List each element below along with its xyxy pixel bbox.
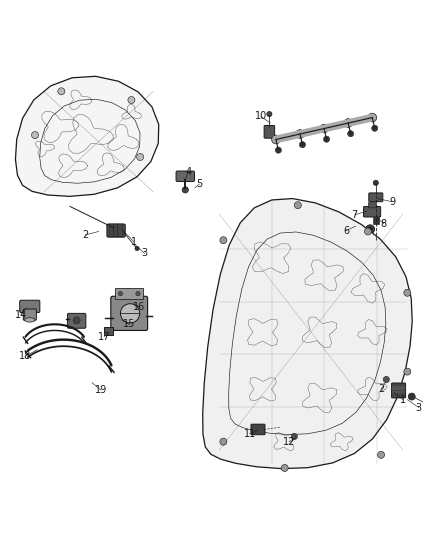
Circle shape [383,376,389,383]
Polygon shape [15,76,159,196]
Circle shape [296,130,304,139]
Circle shape [378,451,385,458]
FancyBboxPatch shape [176,171,194,182]
Polygon shape [203,199,412,469]
Text: 7: 7 [352,210,358,220]
Circle shape [281,464,288,472]
Circle shape [373,180,378,185]
Circle shape [32,132,39,139]
Circle shape [372,125,378,131]
Circle shape [272,135,280,144]
FancyBboxPatch shape [251,424,265,435]
FancyBboxPatch shape [111,296,148,330]
Circle shape [137,154,144,160]
Circle shape [320,124,328,133]
Text: 15: 15 [123,319,135,329]
FancyBboxPatch shape [113,224,119,237]
Text: 4: 4 [185,167,191,177]
Circle shape [348,131,354,137]
Circle shape [368,113,377,122]
Circle shape [118,292,123,296]
FancyBboxPatch shape [364,206,381,217]
Ellipse shape [25,318,35,322]
Text: 2: 2 [82,230,88,240]
Circle shape [120,304,140,323]
Text: 1: 1 [400,394,406,405]
Text: 18: 18 [19,351,32,361]
Text: 8: 8 [381,219,387,229]
Circle shape [276,147,282,153]
Circle shape [300,142,306,148]
FancyBboxPatch shape [104,327,113,335]
FancyBboxPatch shape [369,193,383,201]
Text: 14: 14 [15,310,27,320]
Circle shape [267,111,272,117]
FancyBboxPatch shape [118,224,123,237]
Text: 16: 16 [133,302,145,312]
Circle shape [220,438,227,445]
FancyBboxPatch shape [109,224,114,237]
Text: 1: 1 [131,237,137,247]
FancyBboxPatch shape [115,288,143,299]
Text: 2: 2 [378,384,384,394]
FancyBboxPatch shape [23,309,36,320]
Circle shape [344,119,353,127]
Circle shape [404,289,411,296]
Circle shape [366,225,374,233]
Circle shape [182,187,188,193]
Circle shape [294,201,301,209]
Circle shape [58,88,65,95]
FancyBboxPatch shape [392,383,406,398]
Circle shape [128,96,135,103]
FancyBboxPatch shape [107,224,125,237]
Text: 3: 3 [141,248,148,259]
Circle shape [73,317,80,324]
Circle shape [220,237,227,244]
Circle shape [136,292,140,296]
FancyBboxPatch shape [20,300,40,312]
Text: 10: 10 [254,111,267,122]
Circle shape [408,393,415,400]
FancyBboxPatch shape [264,125,275,138]
Circle shape [291,433,297,440]
Text: 3: 3 [416,402,422,413]
Circle shape [368,227,372,231]
Text: 12: 12 [283,437,295,447]
Circle shape [404,368,411,375]
Text: 17: 17 [98,332,110,342]
FancyBboxPatch shape [373,217,379,223]
Text: 11: 11 [244,429,256,439]
Text: 5: 5 [196,179,202,189]
Text: 19: 19 [95,385,107,395]
FancyBboxPatch shape [368,203,376,208]
Circle shape [364,228,371,235]
Circle shape [135,246,139,251]
FancyBboxPatch shape [67,313,86,328]
Circle shape [324,136,330,142]
Text: 9: 9 [389,197,395,207]
Text: 6: 6 [343,225,349,236]
